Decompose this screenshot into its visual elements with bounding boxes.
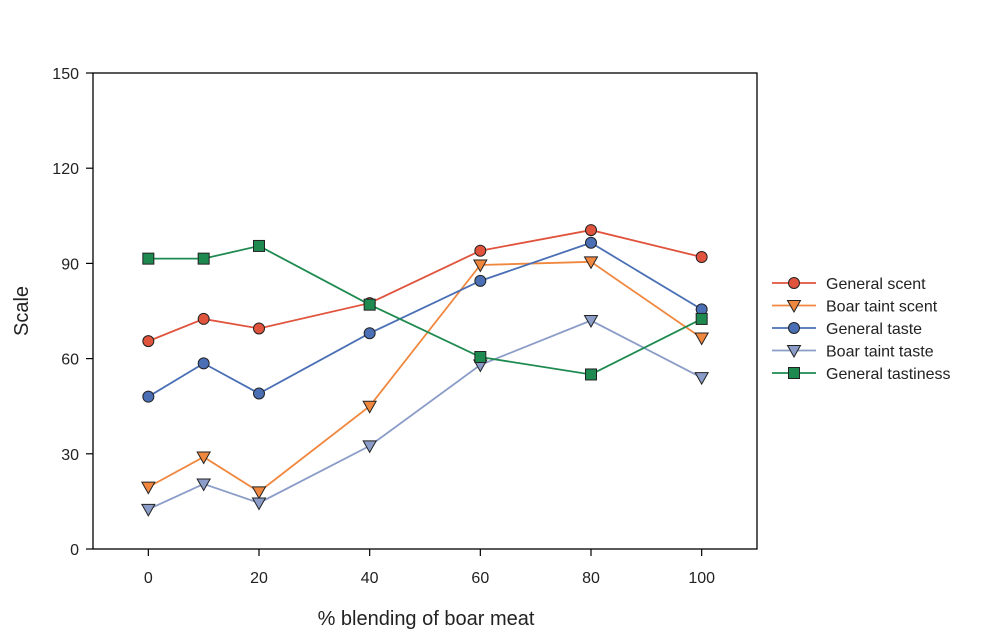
data-point: [362, 400, 378, 414]
series-line: [147, 229, 702, 342]
x-tick-label: 80: [582, 570, 600, 587]
x-axis-title: % blending of boar meat: [318, 608, 535, 630]
data-point: [474, 351, 487, 364]
legend-label: General scent: [826, 276, 926, 293]
series-layer: [140, 224, 710, 517]
legend-item: Boar taint scent: [772, 299, 938, 316]
y-tick-label: 30: [61, 447, 79, 464]
y-tick-label: 0: [70, 542, 79, 559]
legend-marker: [786, 345, 802, 359]
y-tick-label: 60: [61, 352, 79, 369]
data-point: [140, 503, 156, 517]
legend-item: Boar taint taste: [772, 344, 934, 361]
data-point: [474, 274, 487, 287]
data-point: [197, 312, 210, 325]
y-tick-label: 120: [52, 161, 79, 178]
data-point: [142, 335, 155, 348]
data-point: [695, 312, 708, 325]
data-point: [140, 481, 156, 495]
data-point: [583, 256, 599, 270]
data-point: [196, 451, 212, 465]
legend-marker: [788, 367, 800, 379]
data-point: [362, 440, 378, 454]
x-tick-label: 60: [471, 570, 489, 587]
data-point: [585, 368, 597, 381]
data-point: [142, 390, 155, 403]
x-tick-label: 100: [688, 570, 715, 587]
legend: General scent Boar taint scent General tas…: [772, 276, 951, 383]
y-axis: 0 30 60 90 120 150: [52, 66, 93, 559]
data-point: [197, 252, 210, 265]
x-tick-label: 20: [250, 570, 268, 587]
data-point: [694, 332, 710, 346]
data-point: [694, 372, 710, 386]
series-line: [147, 241, 703, 398]
legend-label: General taste: [826, 321, 922, 338]
data-point: [197, 357, 210, 370]
series-line: [147, 319, 703, 511]
series-general-tastiness: [142, 239, 708, 381]
series-boar-taint-taste: [140, 315, 710, 517]
data-point: [695, 251, 708, 264]
x-tick-label: 0: [144, 570, 153, 587]
data-point: [474, 244, 487, 257]
legend-label: Boar taint taste: [826, 344, 934, 361]
legend-marker: [788, 322, 800, 334]
data-point: [253, 387, 265, 400]
plot-frame: [92, 72, 758, 550]
legend-item: General taste: [772, 321, 922, 338]
x-axis: 0 20 40 60 80 100: [144, 549, 715, 587]
data-point: [583, 315, 599, 329]
series-boar-taint-scent: [140, 256, 710, 500]
y-tick-label: 90: [61, 256, 79, 273]
series-line: [148, 244, 703, 376]
series-general-taste: [142, 236, 708, 403]
data-point: [363, 298, 376, 311]
series-general-scent: [142, 224, 708, 348]
legend-label: General tastiness: [826, 366, 951, 383]
x-tick-label: 40: [361, 570, 379, 587]
series-line: [147, 260, 703, 493]
data-point: [251, 497, 267, 511]
data-point: [585, 236, 597, 249]
legend-marker: [786, 300, 802, 314]
data-point: [253, 239, 265, 252]
data-point: [142, 252, 155, 265]
legend-item: General tastiness: [772, 366, 951, 383]
data-point: [472, 259, 488, 273]
data-point: [251, 486, 267, 500]
data-point: [585, 224, 597, 237]
y-tick-label: 150: [52, 66, 79, 83]
data-point: [363, 327, 376, 340]
y-axis-title: Scale: [11, 286, 33, 336]
legend-label: Boar taint scent: [826, 299, 938, 316]
legend-item: General scent: [772, 276, 926, 293]
data-point: [253, 322, 265, 335]
data-point: [196, 478, 212, 492]
legend-marker: [788, 277, 800, 289]
